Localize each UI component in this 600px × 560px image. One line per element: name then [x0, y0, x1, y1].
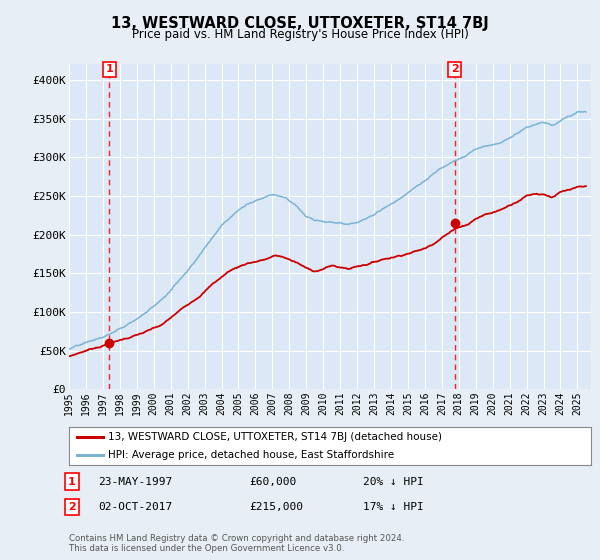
Text: 1: 1 [106, 64, 113, 74]
Text: 2: 2 [68, 502, 76, 512]
Text: 1: 1 [68, 477, 76, 487]
Text: 20% ↓ HPI: 20% ↓ HPI [363, 477, 424, 487]
Text: Contains HM Land Registry data © Crown copyright and database right 2024.
This d: Contains HM Land Registry data © Crown c… [69, 534, 404, 553]
Text: 17% ↓ HPI: 17% ↓ HPI [363, 502, 424, 512]
Text: 2: 2 [451, 64, 458, 74]
Text: 13, WESTWARD CLOSE, UTTOXETER, ST14 7BJ: 13, WESTWARD CLOSE, UTTOXETER, ST14 7BJ [111, 16, 489, 31]
Text: 13, WESTWARD CLOSE, UTTOXETER, ST14 7BJ (detached house): 13, WESTWARD CLOSE, UTTOXETER, ST14 7BJ … [108, 432, 442, 442]
Text: HPI: Average price, detached house, East Staffordshire: HPI: Average price, detached house, East… [108, 450, 394, 460]
Text: 23-MAY-1997: 23-MAY-1997 [98, 477, 172, 487]
Text: 02-OCT-2017: 02-OCT-2017 [98, 502, 172, 512]
Text: £215,000: £215,000 [249, 502, 303, 512]
Text: £60,000: £60,000 [249, 477, 296, 487]
Text: Price paid vs. HM Land Registry's House Price Index (HPI): Price paid vs. HM Land Registry's House … [131, 28, 469, 41]
